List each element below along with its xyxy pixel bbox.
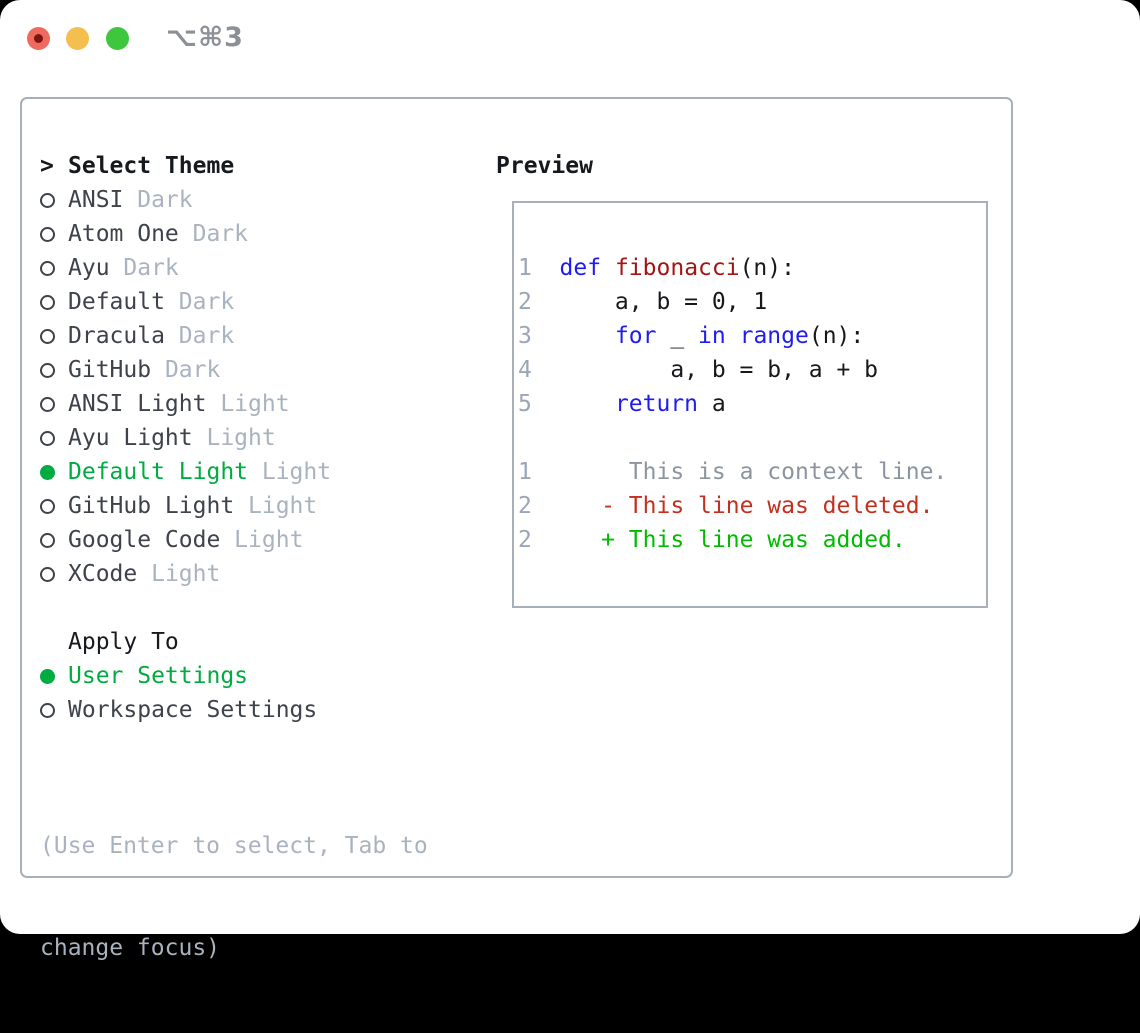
code-line: 1 def fibonacci(n): bbox=[518, 255, 795, 281]
theme-name: XCode bbox=[68, 561, 138, 587]
focus-caret-icon: > bbox=[40, 153, 54, 179]
radio-icon bbox=[40, 192, 55, 208]
preview-column: Preview bbox=[496, 149, 593, 183]
theme-variant: Light bbox=[234, 493, 318, 519]
apply-option-user-settings[interactable]: User Settings bbox=[40, 659, 428, 693]
minimize-button[interactable] bbox=[66, 27, 89, 50]
close-dot-icon bbox=[34, 34, 43, 43]
theme-name: GitHub Light bbox=[68, 493, 235, 519]
radio-icon bbox=[40, 294, 55, 310]
code-line: 2 + This line was added. bbox=[518, 527, 906, 553]
radio-icon bbox=[40, 702, 55, 718]
radio-icon bbox=[40, 328, 55, 344]
theme-option-default[interactable]: Default Dark bbox=[40, 285, 428, 319]
theme-option-xcode[interactable]: XCode Light bbox=[40, 557, 428, 591]
theme-name: Atom One bbox=[68, 221, 179, 247]
preview-header: Preview bbox=[496, 149, 593, 183]
theme-option-ayu[interactable]: Ayu Dark bbox=[40, 251, 428, 285]
preview-box: 1 def fibonacci(n): 2 a, b = 0, 1 3 for _ … bbox=[512, 201, 988, 608]
code-line bbox=[518, 421, 982, 455]
help-line-2: change focus) bbox=[40, 935, 221, 961]
radio-icon bbox=[40, 566, 55, 582]
select-theme-header: > Select Theme bbox=[40, 149, 428, 183]
radio-icon bbox=[40, 498, 55, 514]
code-line: 1 This is a context line. bbox=[518, 459, 948, 485]
radio-selected-icon bbox=[40, 464, 55, 480]
theme-variant: Light bbox=[206, 391, 290, 417]
theme-variant: Light bbox=[137, 561, 221, 587]
theme-variant: Light bbox=[192, 425, 276, 451]
theme-list-column: > Select Theme ANSI Dark Atom One Dark Ayu… bbox=[40, 149, 428, 1033]
code-line: 3 for _ in range(n): bbox=[518, 323, 865, 349]
theme-variant: Dark bbox=[151, 357, 221, 383]
theme-option-atom-one[interactable]: Atom One Dark bbox=[40, 217, 428, 251]
radio-icon bbox=[40, 260, 55, 276]
theme-name: Google Code bbox=[68, 527, 221, 553]
theme-name: Default Light bbox=[68, 459, 249, 485]
spacer bbox=[40, 727, 428, 761]
radio-icon bbox=[40, 226, 55, 242]
theme-variant: Dark bbox=[178, 221, 249, 247]
theme-variant: Dark bbox=[123, 187, 193, 213]
theme-variant: Light bbox=[248, 459, 332, 485]
help-text: (Use Enter to select, Tab to change focu… bbox=[40, 761, 428, 1033]
theme-option-ansi-light[interactable]: ANSI Light Light bbox=[40, 387, 428, 421]
preview-code: 1 def fibonacci(n): 2 a, b = 0, 1 3 for _ … bbox=[514, 203, 986, 557]
select-theme-title: Select Theme bbox=[68, 153, 235, 179]
titlebar: ⌥⌘3 bbox=[0, 0, 1140, 76]
theme-option-dracula[interactable]: Dracula Dark bbox=[40, 319, 428, 353]
theme-name: ANSI Light bbox=[68, 391, 207, 417]
help-line-1: (Use Enter to select, Tab to bbox=[40, 833, 428, 859]
theme-variant: Light bbox=[220, 527, 304, 553]
theme-name: Ayu Light bbox=[68, 425, 193, 451]
spacer bbox=[40, 591, 428, 625]
radio-icon bbox=[40, 396, 55, 412]
theme-name: Ayu bbox=[68, 255, 110, 281]
close-button[interactable] bbox=[27, 27, 50, 50]
theme-variant: Dark bbox=[109, 255, 179, 281]
radio-icon bbox=[40, 532, 55, 548]
theme-option-github[interactable]: GitHub Dark bbox=[40, 353, 428, 387]
theme-name: ANSI bbox=[68, 187, 124, 213]
code-line: 4 a, b = b, a + b bbox=[518, 357, 879, 383]
theme-list: ANSI Dark Atom One Dark Ayu Dark Default Da… bbox=[40, 183, 428, 591]
code-line: 5 return a bbox=[518, 391, 726, 417]
apply-option-label: Workspace Settings bbox=[68, 697, 318, 723]
apply-option-workspace-settings[interactable]: Workspace Settings bbox=[40, 693, 428, 727]
apply-to-list: User Settings Workspace Settings bbox=[40, 659, 428, 727]
radio-selected-icon bbox=[40, 668, 55, 684]
zoom-button[interactable] bbox=[106, 27, 129, 50]
theme-option-github-light[interactable]: GitHub Light Light bbox=[40, 489, 428, 523]
app-window: ⌥⌘3 > Select Theme ANSI Dark Atom One Dar… bbox=[0, 0, 1140, 961]
theme-option-google-code[interactable]: Google Code Light bbox=[40, 523, 428, 557]
code-line: 2 a, b = 0, 1 bbox=[518, 289, 768, 315]
theme-variant: Dark bbox=[164, 323, 235, 349]
radio-icon bbox=[40, 430, 55, 446]
theme-option-default-light[interactable]: Default Light Light bbox=[40, 455, 428, 489]
theme-name: GitHub bbox=[68, 357, 152, 383]
theme-variant: Dark bbox=[164, 289, 235, 315]
theme-option-ayu-light[interactable]: Ayu Light Light bbox=[40, 421, 428, 455]
theme-name: Default bbox=[68, 289, 165, 315]
apply-to-title: Apply To bbox=[68, 629, 179, 655]
theme-picker-panel: > Select Theme ANSI Dark Atom One Dark Ayu… bbox=[20, 97, 1013, 961]
apply-to-header: Apply To bbox=[40, 625, 428, 659]
theme-name: Dracula bbox=[68, 323, 165, 349]
preview-title: Preview bbox=[496, 153, 593, 179]
radio-icon bbox=[40, 362, 55, 378]
theme-option-ansi[interactable]: ANSI Dark bbox=[40, 183, 428, 217]
code-line: 2 - This line was deleted. bbox=[518, 493, 934, 519]
apply-option-label: User Settings bbox=[68, 663, 249, 689]
window-title: ⌥⌘3 bbox=[166, 22, 244, 53]
